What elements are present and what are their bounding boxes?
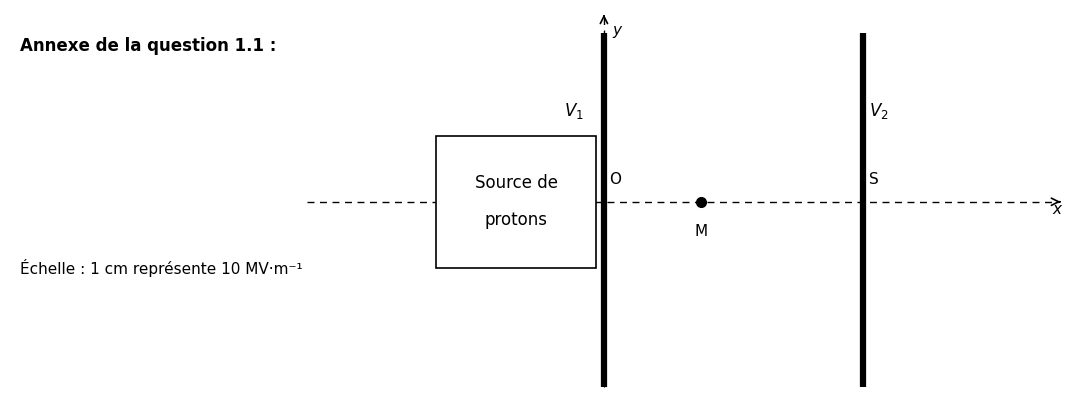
Text: Annexe de la question 1.1 :: Annexe de la question 1.1 : xyxy=(21,37,277,55)
Text: O: O xyxy=(610,172,622,187)
Text: Source de: Source de xyxy=(475,174,558,192)
Text: protons: protons xyxy=(485,211,548,229)
Text: y: y xyxy=(613,23,622,38)
Text: $V_1$: $V_1$ xyxy=(564,102,584,121)
Text: M: M xyxy=(695,224,708,239)
Text: Échelle : 1 cm représente 10 MV·m⁻¹: Échelle : 1 cm représente 10 MV·m⁻¹ xyxy=(21,260,303,277)
Bar xyxy=(437,136,597,268)
Text: $V_2$: $V_2$ xyxy=(869,102,889,121)
Text: S: S xyxy=(869,172,879,187)
Text: x: x xyxy=(1052,202,1062,218)
